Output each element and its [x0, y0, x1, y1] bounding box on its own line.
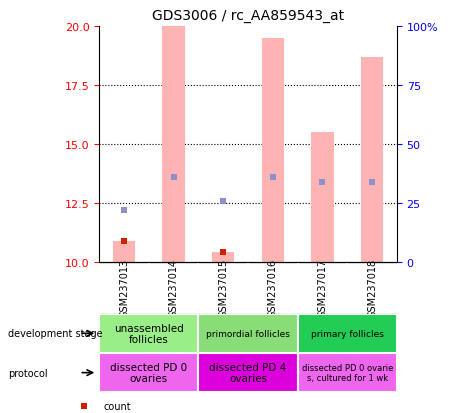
Text: dissected PD 0
ovaries: dissected PD 0 ovaries: [110, 362, 188, 384]
Text: GSM237013: GSM237013: [119, 259, 129, 318]
Text: primordial follicles: primordial follicles: [206, 329, 290, 338]
Text: GSM237016: GSM237016: [268, 259, 278, 318]
Text: GSM237018: GSM237018: [367, 259, 377, 318]
Bar: [298, 353, 397, 392]
Bar: [198, 314, 298, 353]
Text: primary follicles: primary follicles: [311, 329, 384, 338]
Bar: [99, 314, 198, 353]
Bar: [298, 314, 397, 353]
Title: GDS3006 / rc_AA859543_at: GDS3006 / rc_AA859543_at: [152, 9, 344, 23]
Text: dissected PD 0 ovarie
s, cultured for 1 wk: dissected PD 0 ovarie s, cultured for 1 …: [302, 363, 393, 382]
Bar: [198, 353, 298, 392]
Text: GSM237015: GSM237015: [218, 259, 228, 318]
Text: protocol: protocol: [8, 368, 47, 378]
Bar: [311, 133, 334, 262]
Bar: [212, 253, 235, 262]
Bar: [99, 353, 198, 392]
Text: GSM237014: GSM237014: [169, 259, 179, 318]
Text: development stage: development stage: [8, 328, 102, 339]
Bar: [113, 241, 135, 262]
Bar: [162, 27, 185, 262]
Text: count: count: [103, 401, 131, 411]
Bar: [262, 39, 284, 262]
Text: unassembled
follicles: unassembled follicles: [114, 323, 184, 344]
Text: GSM237017: GSM237017: [318, 259, 327, 318]
Text: dissected PD 4
ovaries: dissected PD 4 ovaries: [209, 362, 287, 384]
Bar: [361, 57, 383, 262]
